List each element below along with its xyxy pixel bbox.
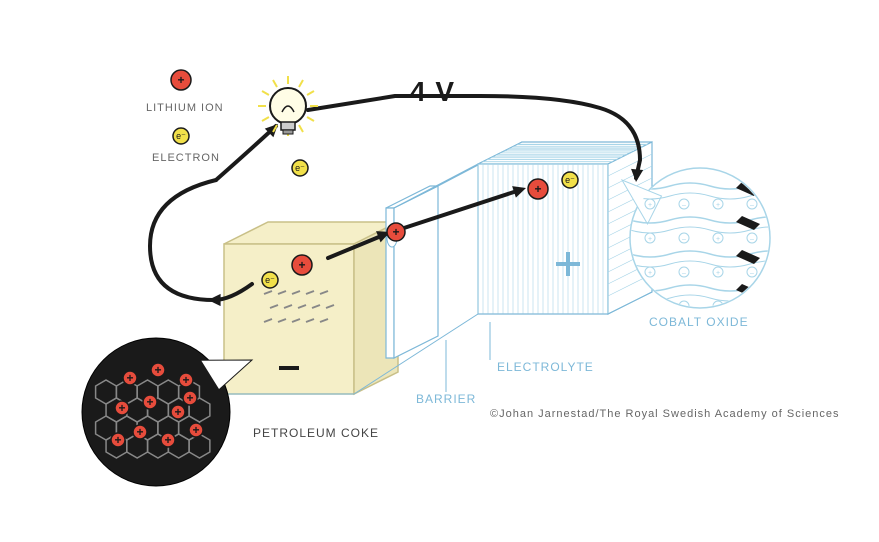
lithium-ion-icon: + — [133, 425, 147, 439]
lithium-ion-icon: + — [528, 179, 548, 199]
anode-box — [224, 222, 398, 394]
svg-text:–: – — [750, 270, 754, 277]
svg-text:+: + — [716, 236, 720, 243]
svg-text:–: – — [750, 304, 754, 311]
lithium-ion-icon: + — [123, 371, 137, 385]
svg-text:+: + — [392, 225, 399, 239]
lithium-ion-icon: + — [387, 223, 405, 241]
svg-text:e⁻: e⁻ — [295, 163, 305, 173]
legend-electron-label: ELECTRON — [152, 152, 220, 164]
lithium-ion-icon: + — [171, 70, 191, 90]
lithium-ion-icon: + — [183, 391, 197, 405]
electron-icon: e⁻ — [562, 172, 578, 188]
svg-text:+: + — [716, 270, 720, 277]
svg-text:+: + — [126, 371, 133, 385]
svg-text:+: + — [716, 202, 720, 209]
svg-text:–: – — [750, 202, 754, 209]
svg-text:e⁻: e⁻ — [565, 175, 575, 185]
voltage-label: 4 V — [410, 76, 455, 108]
svg-text:e⁻: e⁻ — [265, 275, 275, 285]
svg-text:+: + — [174, 405, 181, 419]
svg-text:+: + — [534, 182, 541, 196]
svg-text:+: + — [186, 391, 193, 405]
svg-text:+: + — [154, 363, 161, 377]
svg-text:+: + — [648, 236, 652, 243]
svg-text:+: + — [182, 373, 189, 387]
electrolyte-label: ELECTROLYTE — [497, 360, 594, 374]
svg-text:+: + — [298, 258, 305, 272]
svg-text:+: + — [164, 433, 171, 447]
svg-text:e⁻: e⁻ — [176, 131, 186, 141]
cathode-box — [478, 142, 652, 314]
barrier-label: BARRIER — [416, 392, 476, 406]
svg-text:+: + — [192, 423, 199, 437]
svg-text:+: + — [177, 73, 184, 87]
electron-icon: e⁻ — [173, 128, 189, 144]
svg-text:–: – — [750, 236, 754, 243]
lithium-ion-icon: + — [143, 395, 157, 409]
svg-text:+: + — [146, 395, 153, 409]
petroleum-coke-label: PETROLEUM COKE — [253, 426, 379, 440]
lithium-ion-icon: + — [161, 433, 175, 447]
svg-text:+: + — [648, 270, 652, 277]
lithium-ion-icon: + — [111, 433, 125, 447]
lithium-ion-icon: + — [179, 373, 193, 387]
svg-text:–: – — [682, 202, 686, 209]
credit-text: ©Johan Jarnestad/The Royal Swedish Acade… — [490, 408, 840, 420]
lithium-ion-icon: + — [171, 405, 185, 419]
legend-lithium-ion-label: LITHIUM ION — [146, 102, 224, 114]
lithium-ion-icon: + — [292, 255, 312, 275]
lithium-ion-icon: + — [115, 401, 129, 415]
svg-text:+: + — [114, 433, 121, 447]
electron-icon: e⁻ — [292, 160, 308, 176]
lightbulb-icon — [258, 76, 318, 136]
svg-text:+: + — [118, 401, 125, 415]
svg-text:–: – — [682, 236, 686, 243]
svg-text:+: + — [648, 202, 652, 209]
svg-text:–: – — [682, 270, 686, 277]
zoom-anode — [82, 338, 252, 486]
svg-text:+: + — [648, 304, 652, 311]
electron-icon: e⁻ — [262, 272, 278, 288]
lithium-ion-icon: + — [151, 363, 165, 377]
svg-text:+: + — [136, 425, 143, 439]
cobalt-oxide-label: COBALT OXIDE — [649, 315, 749, 329]
lithium-ion-icon: + — [189, 423, 203, 437]
